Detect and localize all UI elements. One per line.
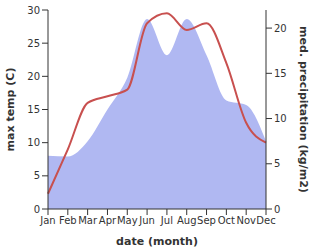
svg-text:30: 30 (27, 5, 40, 16)
svg-text:10: 10 (274, 113, 287, 124)
svg-text:15: 15 (27, 104, 40, 115)
svg-text:15: 15 (274, 68, 287, 79)
svg-text:Jan: Jan (39, 215, 55, 226)
svg-text:date (month): date (month) (116, 235, 198, 247)
svg-text:Apr: Apr (99, 215, 117, 226)
svg-text:20: 20 (27, 71, 40, 82)
svg-text:med. precipitation (kg/m2): med. precipitation (kg/m2) (297, 26, 310, 193)
svg-text:Sep: Sep (197, 215, 216, 226)
svg-text:max temp (C): max temp (C) (8, 68, 17, 152)
svg-text:Feb: Feb (59, 215, 77, 226)
svg-text:25: 25 (27, 38, 40, 49)
svg-text:May: May (117, 215, 138, 226)
svg-text:Nov: Nov (236, 215, 256, 226)
svg-text:Dec: Dec (256, 215, 275, 226)
svg-text:Mar: Mar (78, 215, 98, 226)
svg-text:0: 0 (274, 204, 280, 215)
svg-text:Aug: Aug (177, 215, 197, 226)
svg-text:Jul: Jul (160, 215, 173, 226)
svg-text:5: 5 (34, 170, 40, 181)
svg-text:20: 20 (274, 23, 287, 34)
svg-text:0: 0 (34, 204, 40, 215)
svg-text:10: 10 (27, 137, 40, 148)
svg-text:Jun: Jun (138, 215, 155, 226)
svg-text:5: 5 (274, 158, 280, 169)
svg-text:Oct: Oct (218, 215, 235, 226)
